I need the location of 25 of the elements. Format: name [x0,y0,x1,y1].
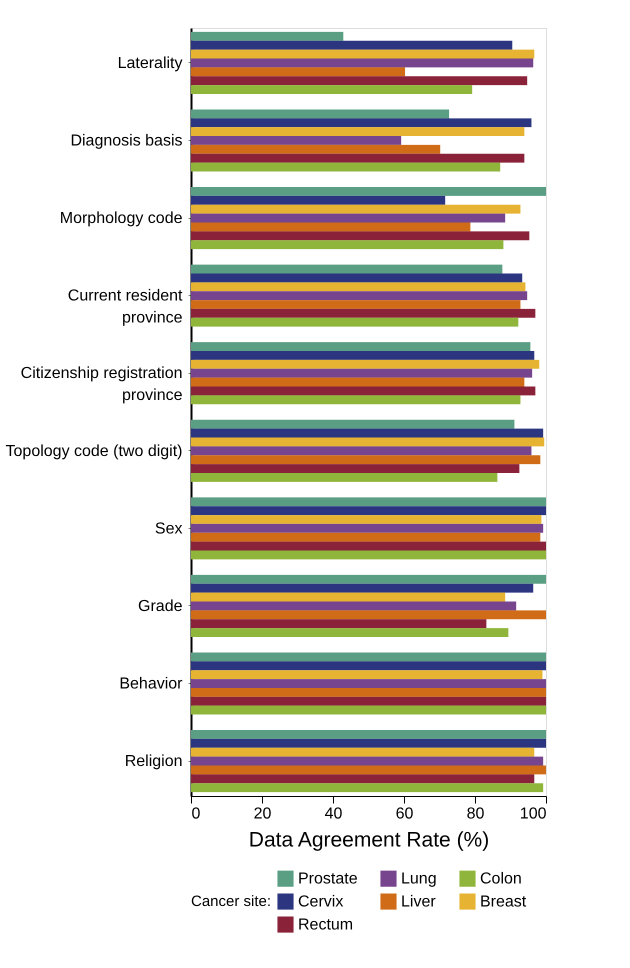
legend-label: Breast [480,894,527,910]
y-tick-label: Behavior [119,676,184,693]
y-tick-label: Laterality [118,54,182,72]
y-tick-label: Citizenship registration province [20,365,183,404]
y-tick-label: Religion [124,753,182,770]
x-tick-label: 0 [192,806,200,822]
y-tick-label: Topology code (two digit) [6,442,182,460]
y-tick-label: Diagnosis basis [70,132,182,150]
legend-title: Cancer site: [191,893,272,910]
x-axis-title: Data Agreement Rate (%) [248,828,490,852]
x-tick-label: 20 [254,806,272,822]
y-tick-label: Morphology code [60,210,183,228]
y-tick-label: Sex [154,520,182,538]
legend-label: Colon [480,870,522,888]
legend-label: Prostate [298,870,358,888]
legend-label: Liver [401,894,436,910]
y-tick-label: Grade [138,598,183,615]
x-tick-label: 40 [324,806,342,822]
x-tick-label: 60 [396,806,414,822]
x-tick-label: 100 [520,806,547,822]
x-tick-label: 80 [466,806,484,822]
legend-label: Rectum [298,916,354,934]
legend-label: Cervix [298,894,344,910]
y-tick-label: Current resident province [68,288,184,327]
legend-label: Lung [401,870,437,888]
